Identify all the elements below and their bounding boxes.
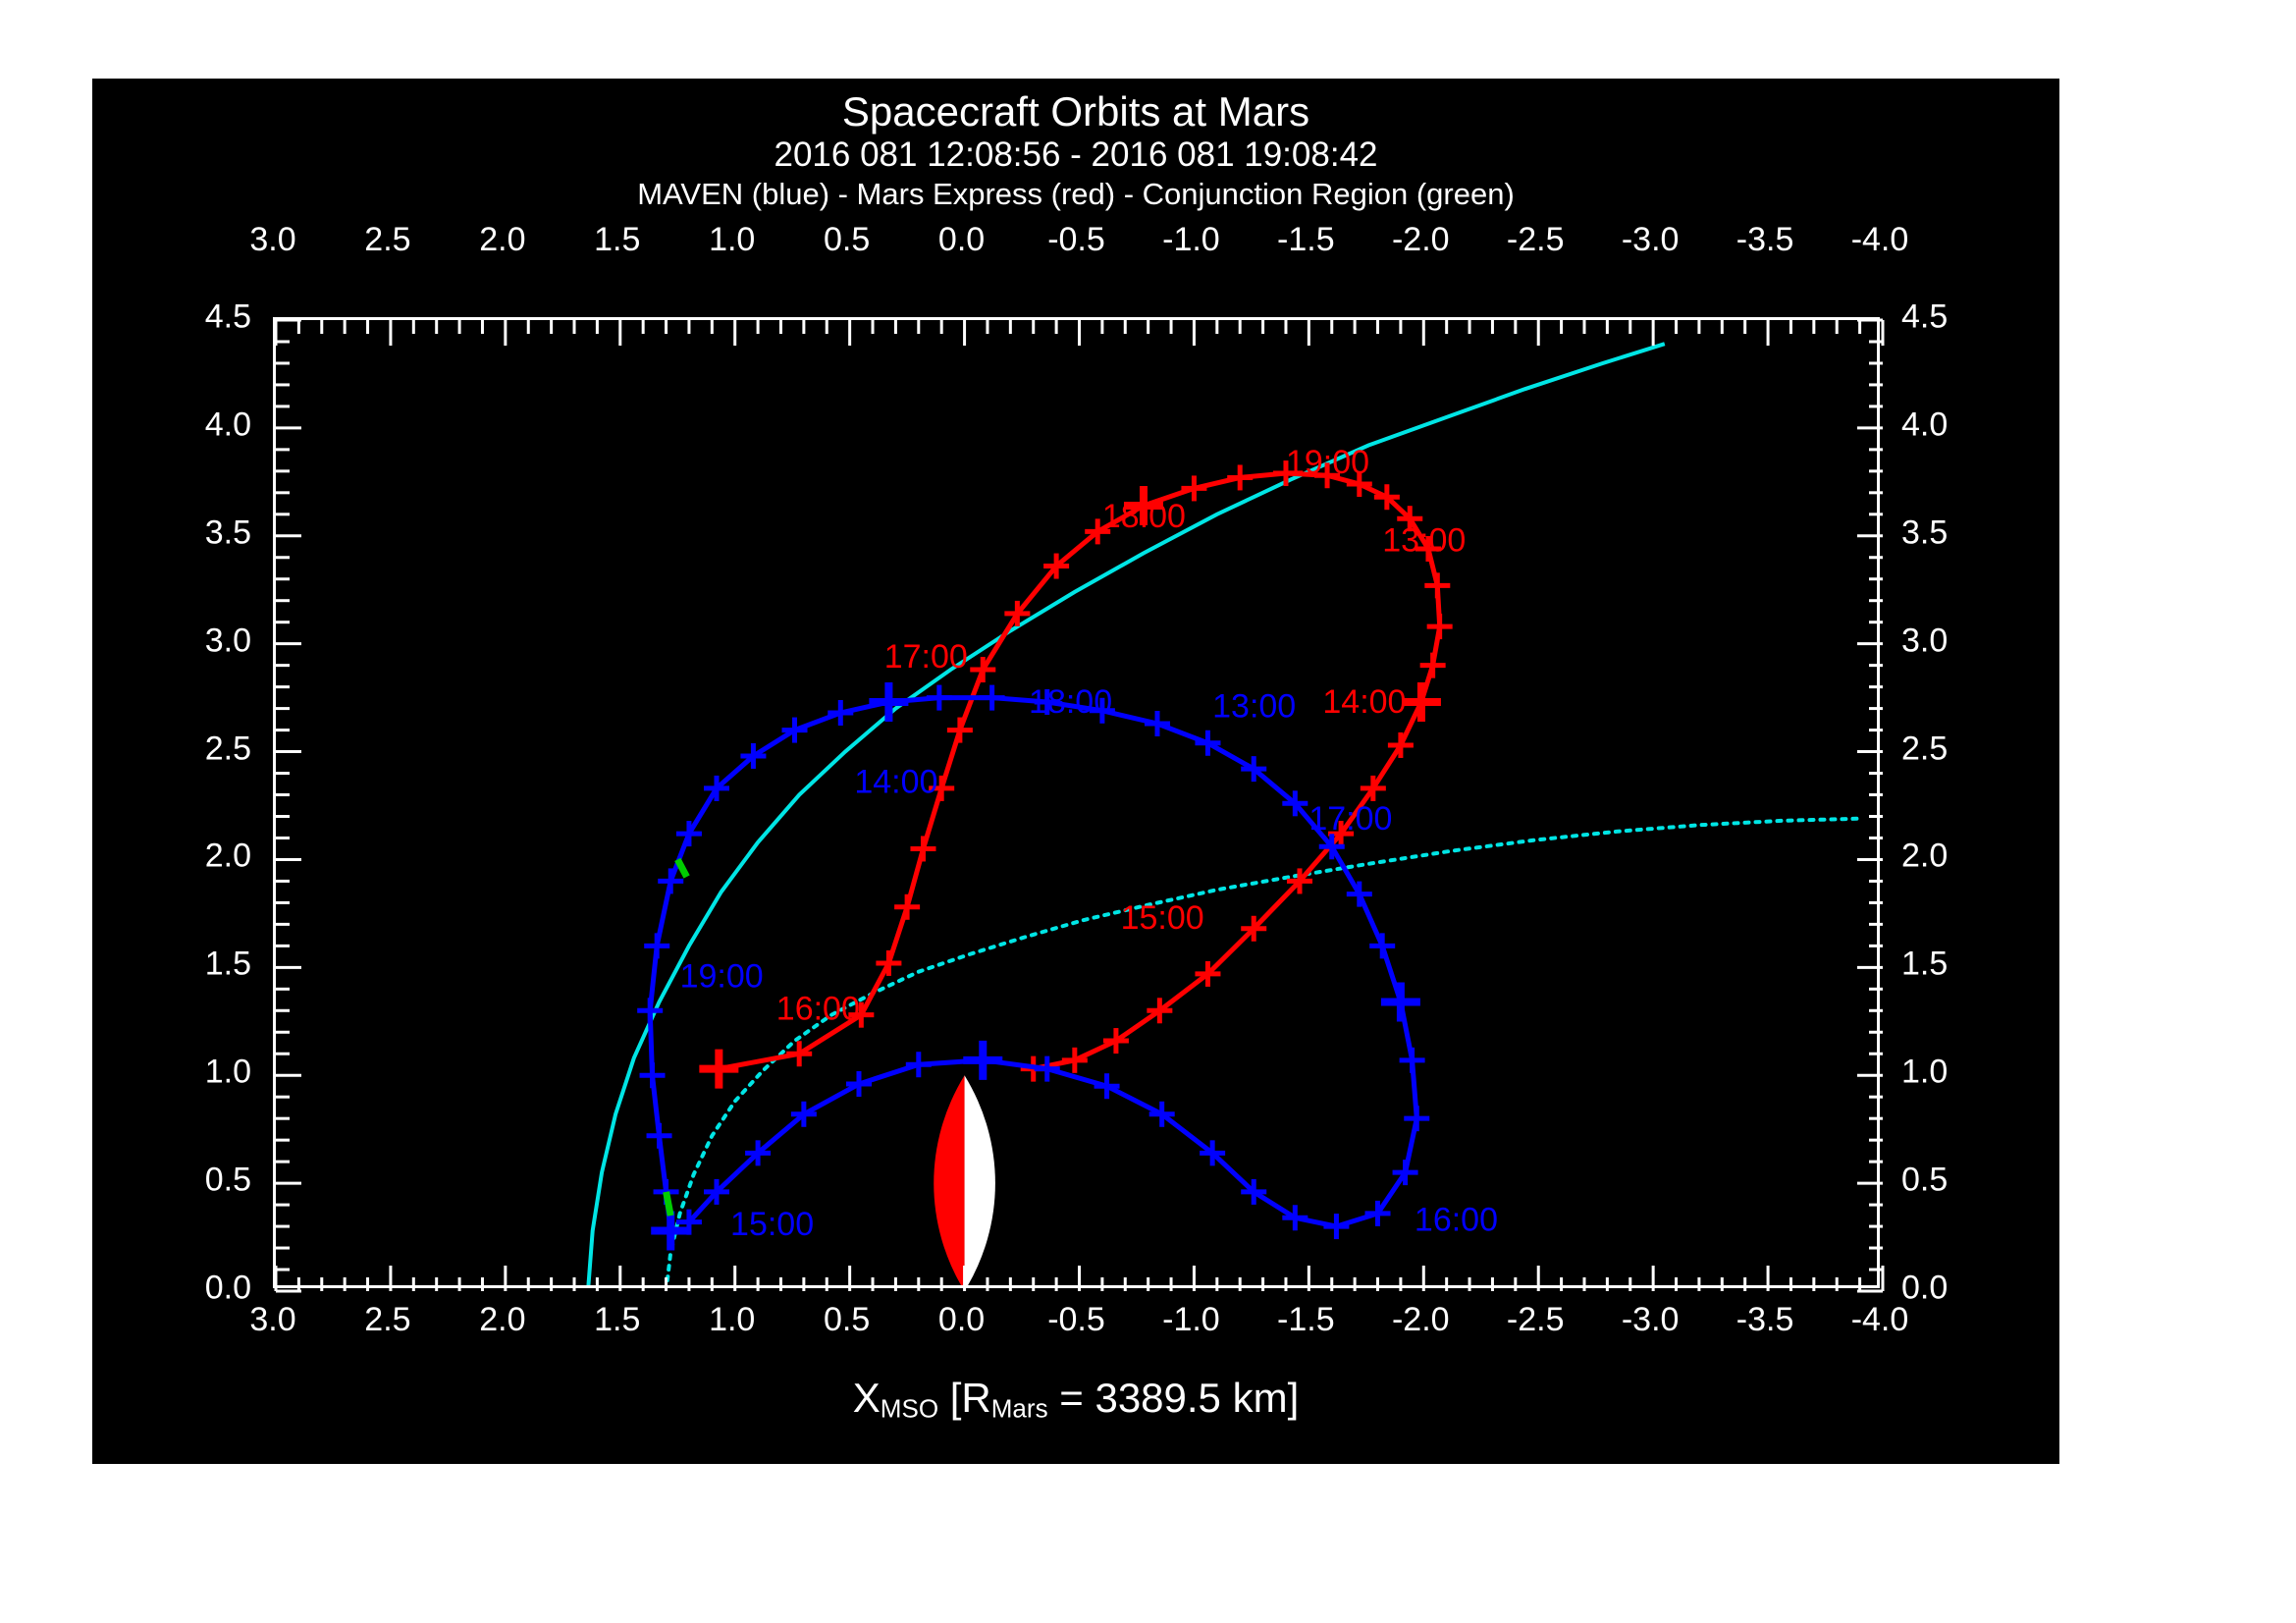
orbit-time-label: 17:00 [884,638,968,676]
y-tick-label: 1.0 [1901,1053,1949,1091]
y-tick-label: 4.5 [204,298,251,336]
y-tick-label: 1.0 [204,1053,251,1091]
x-axis-label-sub: MSO [880,1393,939,1424]
figure-subtitle: 2016 081 12:08:56 - 2016 081 19:08:42 [774,135,1378,174]
plot-frame: 13:00 14:00 15:00 16:00 17:00 18:00 19:00 13:00… [273,317,1885,1293]
x-tick-label: 2.5 [364,221,411,258]
plot-canvas: Spacecraft Orbits at Mars 2016 081 12:08… [92,79,2059,1464]
y-tick-label: 0.5 [204,1161,251,1199]
orbit-time-label: 19:00 [1286,444,1369,481]
x-tick-label: -1.5 [1277,1301,1335,1338]
y-tick-label: 2.0 [204,837,251,875]
x-axis-label-main: X [852,1375,881,1421]
y-tick-label: 2.5 [204,730,251,768]
x-tick-label: 0.0 [937,221,986,258]
orbit-time-label: 18:00 [1029,683,1112,721]
x-tick-label: 0.5 [824,221,871,258]
x-tick-label: -2.0 [1391,221,1450,258]
conjunction-segment [663,1191,674,1217]
orbit-time-label: 18:00 [1102,498,1186,535]
x-tick-label: -4.0 [1850,221,1909,258]
x-tick-label: 2.0 [479,221,526,258]
x-tick-label: -4.0 [1850,1301,1909,1338]
x-tick-label: 1.5 [594,221,641,258]
x-tick-label: -2.0 [1391,1301,1450,1338]
x-axis-label: XMSO [RMars = 3389.5 km] [92,1375,2059,1425]
x-tick-label: 0.5 [824,1301,871,1338]
y-tick-label: 4.5 [1901,298,1949,336]
y-tick-label: 3.5 [1901,514,1949,552]
orbit-time-label: 15:00 [1121,899,1204,937]
x-tick-label: -1.0 [1162,221,1220,258]
plot-area: 13:00 14:00 15:00 16:00 17:00 18:00 19:00 13:00… [276,320,1877,1285]
orbit-time-label: 14:00 [854,764,937,801]
x-tick-label: 1.5 [594,1301,641,1338]
x-tick-label: -0.5 [1047,1301,1105,1338]
orbit-time-label: 15:00 [730,1206,814,1243]
orbit-time-label: 13:00 [1212,688,1296,726]
orbit-time-label: 14:00 [1322,683,1406,721]
y-tick-label: 3.5 [204,514,251,552]
x-tick-label: -3.0 [1621,1301,1680,1338]
x-axis-label-rest: [R [938,1375,991,1421]
x-tick-label: 2.5 [364,1301,411,1338]
y-tick-label: 4.0 [204,406,251,444]
y-tick-label: 3.0 [204,622,251,660]
orbit-time-label: 13:00 [1382,521,1466,559]
y-tick-label: 1.5 [1901,945,1949,983]
x-tick-label: 1.0 [709,221,756,258]
boundary-bow-shock [586,342,1666,1285]
x-tick-label: 2.0 [479,1301,526,1338]
x-tick-label: -2.5 [1506,1301,1565,1338]
x-tick-label: -3.5 [1735,1301,1794,1338]
y-tick-label: 1.5 [204,945,251,983]
x-axis-label-sub2: Mars [990,1393,1048,1424]
y-tick-label: 2.5 [1901,730,1949,768]
orbit-plot-svg: 13:00 14:00 15:00 16:00 17:00 18:00 19:00 13:00… [586,342,1862,1285]
x-tick-label: 0.0 [937,1301,986,1338]
x-tick-label: -3.0 [1621,221,1680,258]
x-tick-label: -2.5 [1506,221,1565,258]
y-tick-label: 2.0 [1901,837,1949,875]
mars-dayside [934,1075,965,1285]
orbit-time-label: 19:00 [680,957,764,995]
x-tick-label: 3.0 [249,1301,296,1338]
figure-legend-line: MAVEN (blue) - Mars Express (red) - Conj… [637,177,1515,211]
boundary-magnetic-pileup-boundary [665,816,1862,1285]
mars-nightside [964,1075,995,1285]
x-axis-label-tail: = 3389.5 km] [1047,1375,1300,1421]
conjunction-segment [674,857,690,879]
orbit-time-label: 17:00 [1308,800,1392,838]
y-tick-label: 0.5 [1901,1161,1949,1199]
y-tick-label: 0.0 [204,1269,251,1307]
x-tick-label: -1.5 [1277,221,1335,258]
axis-ticks-svg [274,318,1885,1293]
x-tick-label: -0.5 [1047,221,1105,258]
orbit-time-label: 16:00 [1415,1202,1498,1239]
x-tick-label: -3.5 [1735,221,1794,258]
orbit-time-label: 16:00 [776,990,860,1027]
y-tick-label: 4.0 [1901,406,1949,444]
y-tick-label: 0.0 [1901,1269,1949,1307]
y-tick-label: 3.0 [1901,622,1949,660]
x-tick-label: -1.0 [1162,1301,1220,1338]
x-tick-label: 1.0 [709,1301,756,1338]
figure-title: Spacecraft Orbits at Mars [841,88,1310,135]
x-tick-label: 3.0 [249,221,296,258]
